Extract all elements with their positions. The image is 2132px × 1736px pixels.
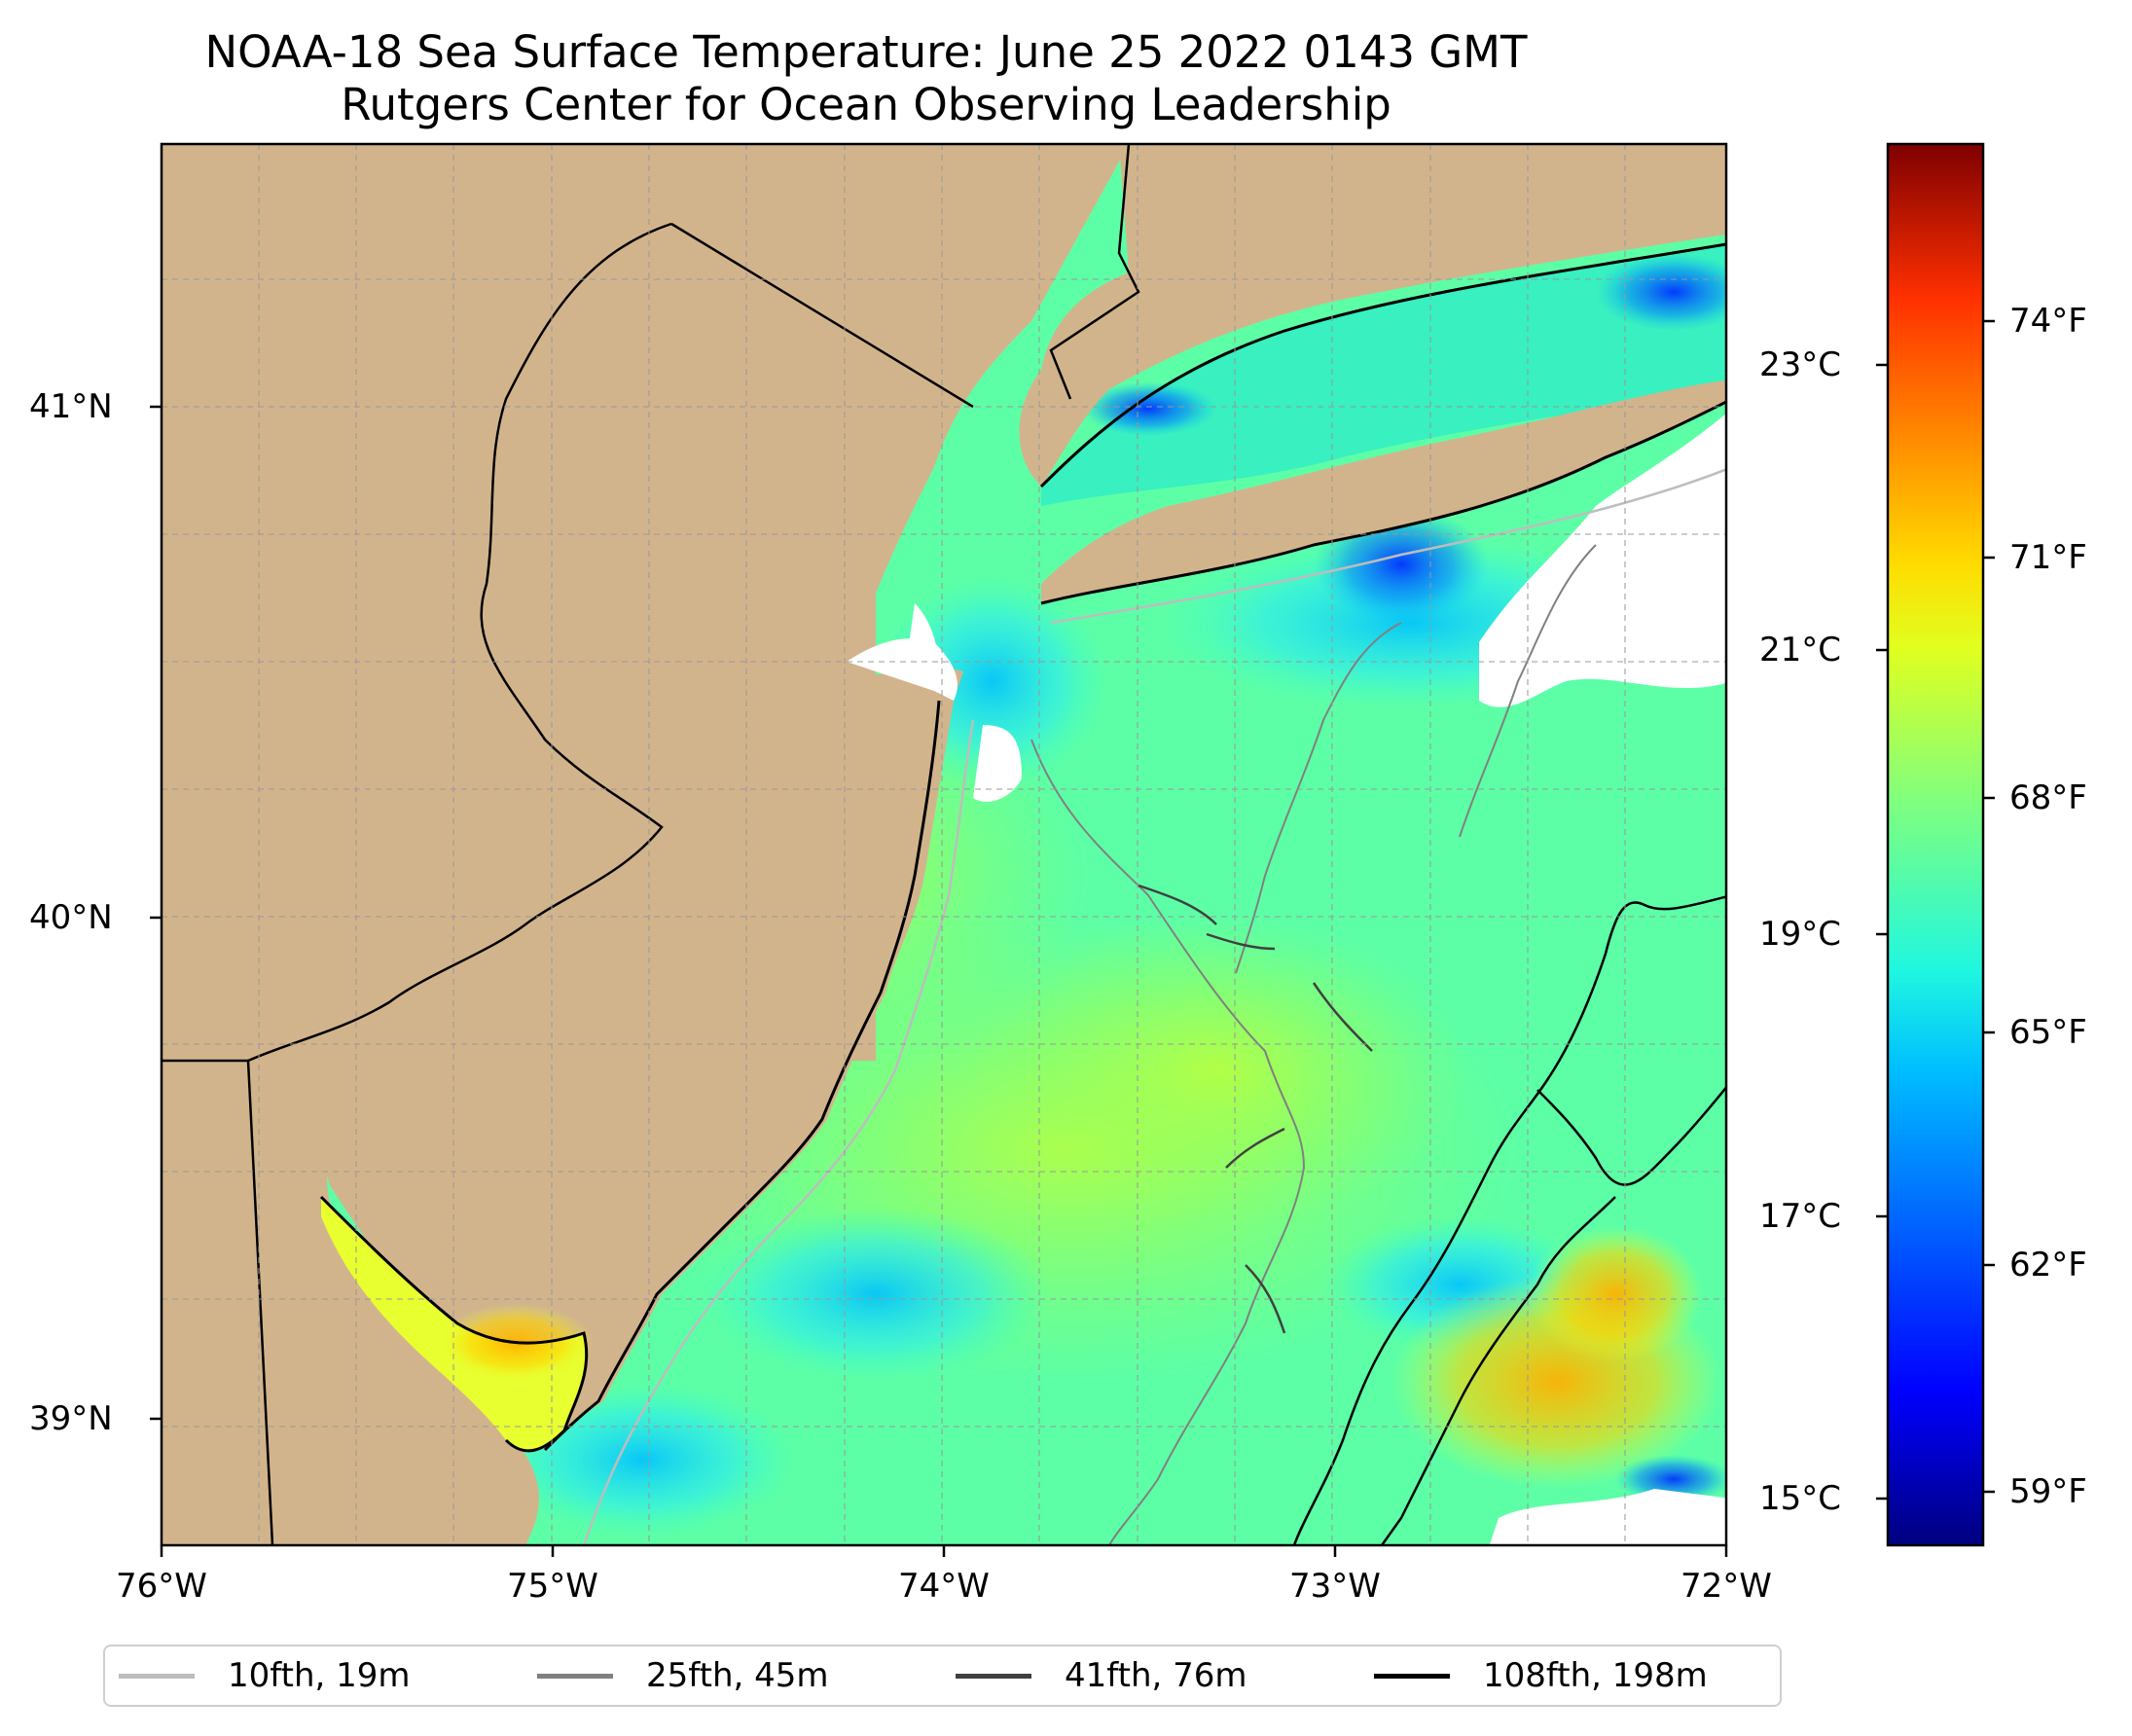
coastline — [319, 242, 1726, 1453]
map-area — [162, 144, 1726, 1545]
colorbar-f-label: 71°F — [2009, 538, 2087, 577]
legend-item: 41fth, 76m — [956, 1646, 1247, 1705]
lon-tick-label: 72°W — [1680, 1567, 1772, 1606]
lon-tick-label: 75°W — [507, 1567, 598, 1606]
lat-tick-label: 41°N — [29, 387, 113, 426]
legend-item: 25fth, 45m — [537, 1646, 829, 1705]
title-line-1: NOAA-18 Sea Surface Temperature: June 25… — [204, 26, 1528, 78]
land-connecticut — [1012, 144, 1726, 487]
legend-label: 10fth, 19m — [228, 1656, 411, 1695]
legend-swatch-108fth — [1374, 1673, 1450, 1679]
lat-tick-label: 39°N — [29, 1399, 113, 1438]
colorbar-c-label: 17°C — [1759, 1197, 1842, 1236]
isobath-198m — [1292, 895, 1726, 1545]
legend-label: 108fth, 198m — [1483, 1656, 1708, 1695]
lon-tick-label: 74°W — [898, 1567, 990, 1606]
colorbar-c-label: 15°C — [1759, 1479, 1842, 1518]
legend-item: 10fth, 19m — [119, 1646, 411, 1705]
isobath-45m — [1030, 544, 1597, 1545]
lon-tick-label: 76°W — [116, 1567, 207, 1606]
colorbar-c-label: 21°C — [1759, 631, 1842, 669]
long-island-sound — [1041, 243, 1726, 506]
colorbar-c-label: 19°C — [1759, 915, 1842, 954]
land-mid-atlantic — [162, 144, 1129, 1450]
legend-label: 25fth, 45m — [646, 1656, 829, 1695]
colorbar-ticks — [1876, 319, 1995, 1501]
title-line-2: Rutgers Center for Ocean Observing Leade… — [341, 79, 1391, 130]
isobath-76m — [1138, 884, 1373, 1334]
colorbar-f-label: 74°F — [2009, 302, 2087, 341]
lon-tick-label: 73°W — [1289, 1567, 1381, 1606]
colorbar-f-label: 59°F — [2009, 1472, 2087, 1511]
legend-swatch-10fth — [119, 1673, 195, 1679]
long-island — [1041, 380, 1726, 603]
legend-label: 41fth, 76m — [1065, 1656, 1247, 1695]
colorbar-f-label: 65°F — [2009, 1013, 2087, 1052]
legend-swatch-41fth — [956, 1673, 1031, 1679]
colorbar — [1886, 142, 1985, 1547]
colorbar-c-label: 23°C — [1759, 345, 1842, 384]
gridlines — [162, 144, 1726, 1545]
lat-tick-label: 40°N — [29, 898, 113, 937]
isobath-legend: 10fth, 19m 25fth, 45m 41fth, 76m 108fth,… — [103, 1645, 1782, 1707]
axis-ticks — [150, 405, 1728, 1557]
legend-swatch-25fth — [537, 1673, 613, 1679]
state-borders — [162, 144, 1140, 1545]
colorbar-f-label: 62°F — [2009, 1246, 2087, 1284]
colorbar-f-label: 68°F — [2009, 778, 2087, 817]
isobath-19m — [582, 467, 1726, 1545]
legend-item: 108fth, 198m — [1374, 1646, 1708, 1705]
